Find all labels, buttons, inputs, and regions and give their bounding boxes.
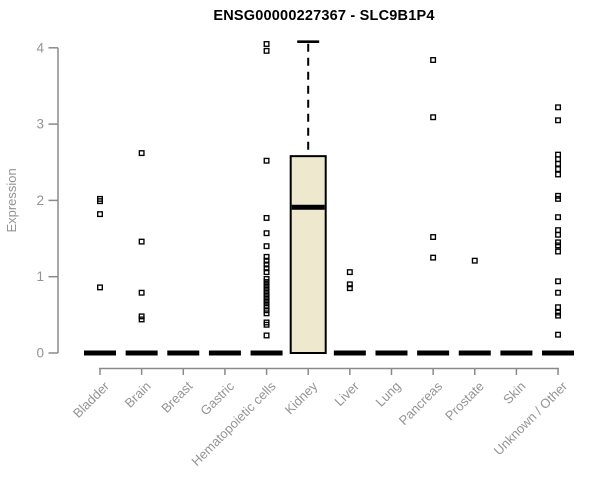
x-tick-label: Unknown / Other — [491, 378, 571, 458]
x-tick-label: Lung — [373, 379, 404, 410]
data-point — [263, 310, 270, 317]
data-point — [346, 269, 353, 276]
data-point — [555, 312, 562, 319]
x-tick-label: Prostate — [442, 379, 487, 424]
median-line — [458, 350, 491, 356]
data-point — [555, 117, 562, 124]
y-axis-title: Expression — [4, 168, 19, 232]
data-point — [263, 321, 270, 328]
x-tick-label: Brain — [122, 379, 154, 411]
data-point — [263, 243, 270, 250]
x-tick-label: Kidney — [282, 378, 321, 417]
data-point — [555, 166, 562, 173]
data-point — [97, 211, 103, 218]
x-tick-label: Bladder — [70, 378, 113, 421]
median-line — [208, 350, 241, 356]
data-point — [555, 278, 562, 285]
chart-title: ENSG00000227367 - SLC9B1P4 — [213, 8, 435, 24]
data-point — [263, 257, 270, 264]
data-point — [430, 114, 437, 121]
data-point — [430, 254, 437, 261]
x-tick-label: Liver — [331, 378, 362, 409]
data-point — [555, 160, 562, 167]
data-point — [555, 289, 562, 296]
median-line — [500, 350, 533, 356]
data-point — [555, 239, 562, 246]
data-point — [263, 291, 270, 298]
data-point — [263, 261, 270, 268]
data-point — [263, 300, 270, 307]
box-body — [289, 155, 327, 354]
y-tick-label: 2 — [36, 193, 44, 208]
data-point — [430, 57, 437, 63]
data-point — [263, 297, 270, 304]
median-line — [542, 350, 575, 356]
x-tick-label: Breast — [158, 378, 195, 415]
data-point — [263, 157, 270, 164]
data-point — [555, 104, 562, 111]
x-tick-label: Gastric — [197, 378, 237, 418]
median-line — [291, 204, 325, 210]
data-point — [263, 285, 270, 292]
data-point — [263, 282, 270, 289]
median-line — [250, 350, 283, 356]
data-point — [346, 281, 353, 288]
data-point — [263, 230, 270, 237]
median-line — [125, 350, 158, 356]
median-line — [417, 350, 450, 356]
median-line — [167, 350, 200, 356]
data-point — [555, 231, 562, 238]
x-tick-label: Pancreas — [396, 378, 446, 428]
data-point — [263, 288, 270, 295]
data-point — [263, 253, 270, 260]
median-line — [333, 350, 366, 356]
data-point — [138, 238, 145, 245]
data-point — [555, 171, 562, 178]
data-point — [555, 192, 562, 199]
data-point — [263, 303, 270, 310]
y-tick-label: 3 — [36, 117, 44, 132]
data-point — [97, 198, 103, 205]
y-tick-label: 1 — [36, 269, 44, 284]
median-line — [375, 350, 408, 356]
median-line — [84, 350, 116, 356]
data-point — [97, 284, 103, 291]
data-point — [138, 289, 145, 296]
data-point — [138, 150, 145, 157]
data-point — [138, 316, 145, 323]
data-point — [555, 214, 562, 221]
data-point — [263, 279, 270, 286]
data-point — [555, 242, 562, 249]
data-point — [555, 248, 562, 255]
data-point — [263, 269, 270, 276]
data-point — [346, 285, 353, 292]
x-tick-label: Skin — [500, 379, 528, 407]
data-point — [263, 265, 270, 272]
data-point — [138, 313, 145, 320]
data-point — [555, 304, 562, 311]
data-point — [471, 257, 478, 264]
data-point — [263, 214, 270, 221]
data-point — [430, 234, 437, 240]
data-point — [263, 276, 270, 282]
y-tick-label: 4 — [36, 40, 44, 55]
data-point — [263, 307, 270, 314]
data-point — [263, 41, 270, 47]
data-point — [555, 195, 562, 202]
y-tick-label: 0 — [36, 346, 44, 361]
data-point — [263, 47, 270, 54]
data-point — [555, 331, 562, 338]
data-point — [263, 332, 270, 339]
data-point — [263, 294, 270, 301]
data-point — [555, 309, 562, 316]
